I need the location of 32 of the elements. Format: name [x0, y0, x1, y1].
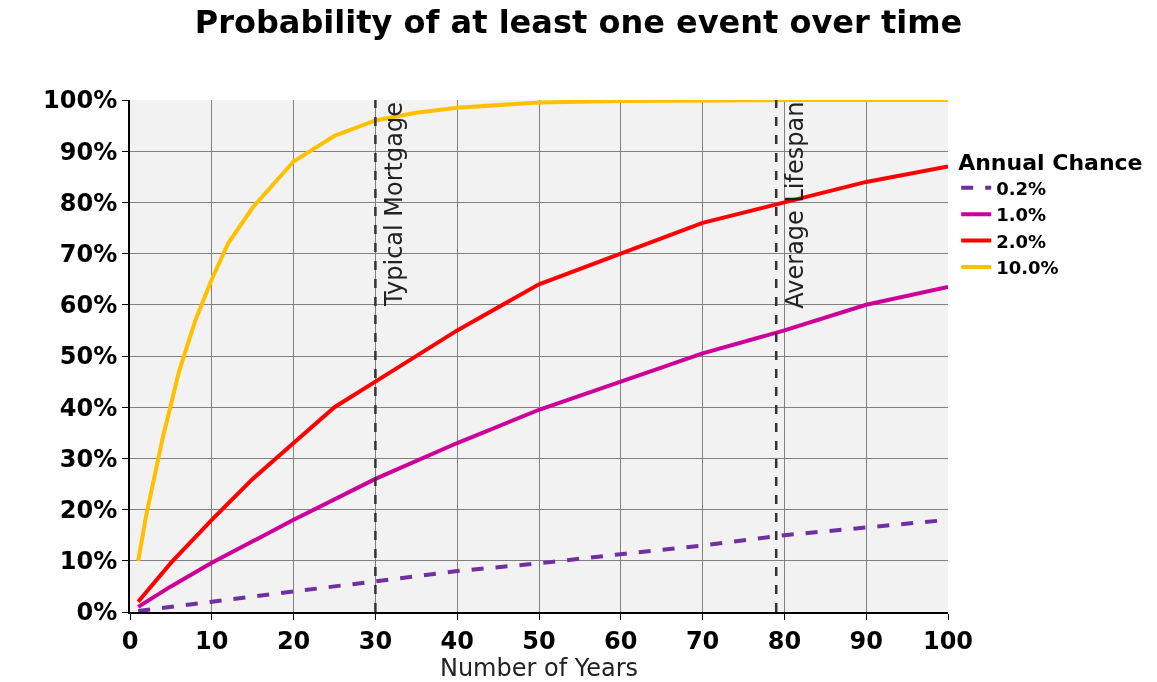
- x-axis-title: Number of Years: [439, 654, 639, 682]
- legend-title: Annual Chance: [958, 149, 1143, 175]
- x-tick-label: 20: [276, 626, 311, 655]
- legend-label: 1.0%: [996, 204, 1047, 226]
- legend-label: 10.0%: [996, 256, 1059, 278]
- x-tick-label: 50: [522, 626, 556, 655]
- y-tick-label: 40%: [59, 393, 118, 422]
- x-tick-label: 60: [604, 626, 638, 655]
- y-tick-label: 20%: [59, 496, 118, 524]
- y-tick-label: 30%: [59, 444, 118, 473]
- y-tick-label: 90%: [59, 137, 118, 166]
- y-tick-label: 70%: [59, 240, 118, 268]
- x-tick-label: 40: [440, 626, 474, 655]
- x-tick-label: 80: [767, 626, 802, 655]
- legend-label: 2.0%: [996, 230, 1047, 252]
- ref-line-label: Typical Mortgage: [379, 102, 408, 307]
- legend-label: 0.2%: [996, 177, 1047, 199]
- x-tick-label: 70: [685, 626, 720, 655]
- x-tick-label: 90: [849, 626, 883, 655]
- x-tick-label: 10: [195, 626, 229, 655]
- x-tick-label: 100: [922, 626, 974, 655]
- ref-line-label: Average Lifespan: [780, 101, 809, 309]
- y-tick-label: 100%: [43, 86, 118, 115]
- x-tick-label: 30: [358, 626, 393, 655]
- y-tick-label: 60%: [59, 291, 118, 320]
- y-tick-label: 0%: [76, 598, 118, 627]
- x-tick-label: 0: [121, 626, 139, 655]
- y-tick-label: 50%: [59, 342, 118, 371]
- line-series: [136, 100, 948, 563]
- y-tick-label: 10%: [59, 547, 118, 576]
- y-tick-label: 80%: [59, 188, 118, 217]
- chart-title: Probability of at least one event over time: [194, 2, 963, 41]
